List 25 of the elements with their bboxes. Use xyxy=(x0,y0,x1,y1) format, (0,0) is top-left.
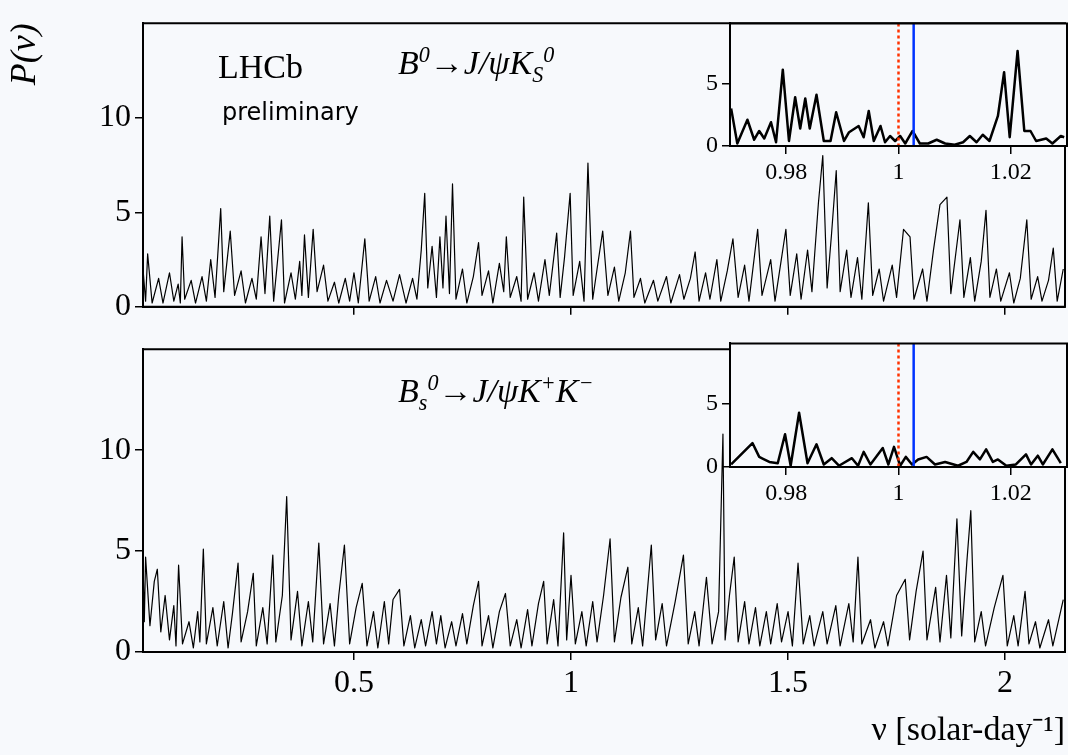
x-tick-label: 0.98 xyxy=(765,157,808,184)
y-tick-label: 10 xyxy=(99,97,131,134)
annotation: preliminary xyxy=(222,98,359,126)
y-tick-label: 0 xyxy=(115,286,131,323)
y-tick-label: 5 xyxy=(706,389,718,416)
y-tick-label: 10 xyxy=(99,429,131,466)
x-tick-label: 1.02 xyxy=(989,157,1032,184)
x-tick-label: 1 xyxy=(892,157,905,184)
x-tick-label: 1.02 xyxy=(989,478,1032,505)
x-tick-label: 0.98 xyxy=(765,478,808,505)
x-tick-label: 1.5 xyxy=(768,662,809,699)
x-axis-title: ν [solar-day⁻¹] xyxy=(871,709,1065,747)
y-tick-label: 0 xyxy=(706,452,718,479)
y-tick-label: 0 xyxy=(706,131,718,158)
x-tick-label: 1 xyxy=(563,662,580,699)
y-tick-label: 5 xyxy=(706,68,718,95)
y-tick-label: 0 xyxy=(115,631,131,668)
x-tick-label: 2 xyxy=(997,662,1014,699)
annotation: B$_{s}$$^{0}$→J/ψK$^{+}$K$^{−}$ xyxy=(398,370,594,417)
annotation: LHCb xyxy=(218,48,303,86)
x-tick-label: 0.5 xyxy=(333,662,374,699)
x-tick-label: 1 xyxy=(892,478,905,505)
y-tick-label: 5 xyxy=(115,530,131,567)
y-axis-title: P(ν) xyxy=(3,23,44,87)
y-tick-label: 5 xyxy=(115,191,131,228)
